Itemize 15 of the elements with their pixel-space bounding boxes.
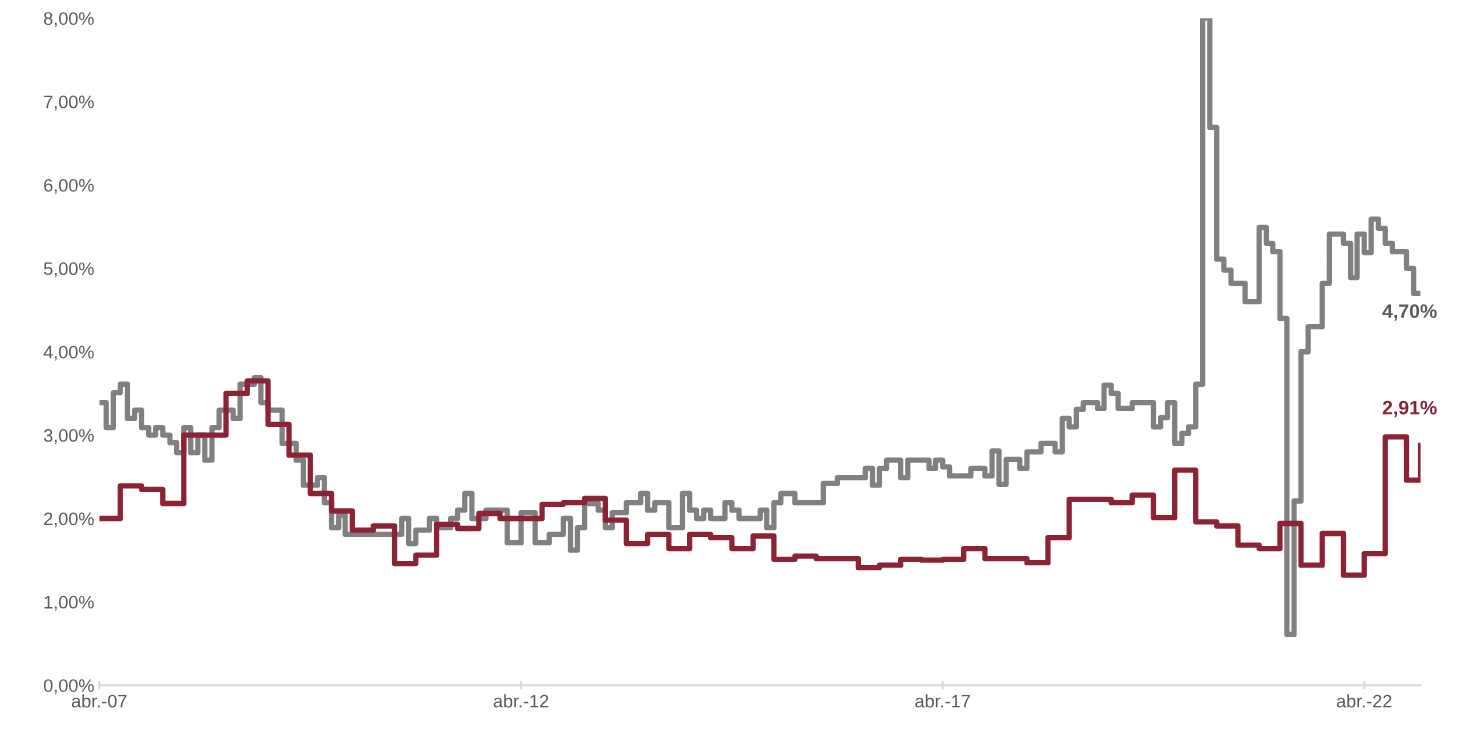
y-tick-label: 3,00% [43,429,94,444]
y-tick-label: 0,00% [43,679,94,695]
annotation: 2,91% [1382,400,1437,418]
y-tick-label: 8,00% [44,12,94,28]
x-tick-label: abr.-22 [1336,694,1392,708]
y-tick-label: 2,00% [44,512,94,528]
y-tick-label: 7,00% [44,95,94,111]
annotation: 4,70% [1382,304,1437,321]
y-tick-label: 4,00% [43,345,94,361]
y-tick-label: 1,00% [44,595,94,611]
y-tick-label: 6,00% [44,178,94,194]
x-tick-label: abr.-07 [71,694,127,708]
y-tick-label: 5,00% [43,262,94,278]
x-tick-label: abr.-12 [493,694,549,708]
x-tick-label: abr.-17 [915,694,970,708]
